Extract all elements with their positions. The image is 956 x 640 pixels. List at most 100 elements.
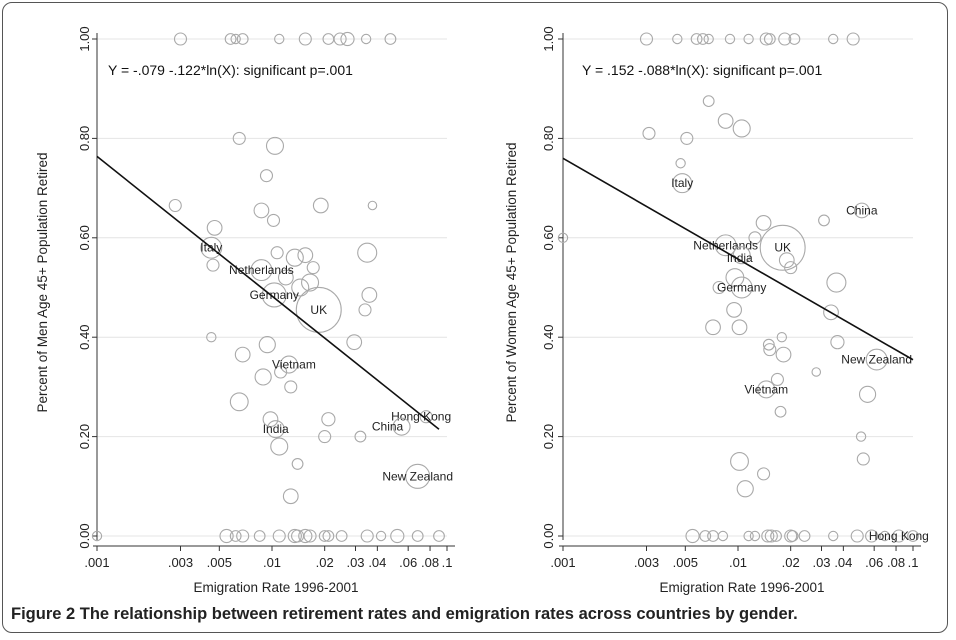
data-point: [743, 33, 754, 45]
data-point: [297, 247, 314, 264]
data-point: [206, 219, 223, 236]
data-point: [318, 530, 331, 542]
x-tick-label: .1: [908, 555, 919, 570]
country-label: India: [727, 251, 753, 265]
women-retirement-chart: 0.00 0.20 0.40 0.60 0.80 1.00 .001 .003 .005 .01.…: [504, 26, 929, 595]
data-point: [284, 380, 298, 394]
data-point: [298, 528, 313, 544]
data-point: [846, 32, 860, 46]
y-tick-label: 0.00: [77, 523, 92, 548]
data-point: [732, 119, 751, 138]
data-point: [206, 332, 217, 343]
data-point: [680, 131, 694, 145]
y-tick-label: 0.80: [77, 126, 92, 151]
data-point: [856, 452, 870, 466]
data-point: [270, 246, 284, 260]
data-point: [168, 198, 182, 213]
country-label: Germany: [250, 288, 299, 302]
country-point: [419, 410, 433, 424]
data-point: [354, 430, 367, 443]
data-point: [736, 480, 754, 498]
data-point: [770, 530, 782, 542]
country-point: [759, 224, 806, 271]
data-point: [236, 33, 249, 45]
data-point: [291, 458, 304, 470]
y-tick-label: 0.40: [541, 325, 556, 350]
data-point: [219, 528, 234, 544]
data-point: [830, 335, 845, 350]
x-tick-label: .003: [168, 555, 193, 570]
y-tick-label: 1.00: [77, 26, 92, 51]
x-tick-label: .001: [84, 555, 109, 570]
country-label: New Zealand: [382, 469, 453, 483]
regression-line: [562, 157, 914, 361]
data-point: [282, 488, 299, 505]
x-tick-label: .02: [316, 555, 334, 570]
data-point: [642, 126, 656, 140]
data-point: [717, 530, 729, 542]
data-point: [266, 213, 281, 227]
x-axis-label: Emigration Rate 1996-2001: [193, 580, 358, 595]
data-point: [774, 405, 787, 418]
data-point: [798, 530, 811, 542]
country-label: Hong Kong: [869, 529, 929, 543]
y-axis-label: Percent of Women Age 45+ Population Reti…: [504, 142, 519, 422]
country-point: [392, 417, 411, 436]
data-point: [850, 529, 864, 543]
data-point: [322, 530, 335, 542]
data-point: [411, 530, 424, 542]
data-point: [730, 452, 749, 471]
x-tick-label: .03: [346, 555, 364, 570]
data-point: [826, 272, 847, 293]
data-point: [702, 95, 715, 108]
country-label: Vietnam: [272, 358, 316, 372]
y-tick-label: 0.80: [541, 126, 556, 151]
country-point: [853, 202, 870, 219]
data-point: [272, 529, 286, 543]
country-point: [261, 282, 287, 308]
data-point: [784, 261, 798, 275]
data-point: [763, 343, 777, 357]
data-point: [712, 280, 726, 295]
data-point: [291, 278, 310, 297]
data-point: [230, 33, 241, 45]
x-tick-label: .03: [812, 555, 830, 570]
data-point: [879, 530, 890, 542]
data-point: [335, 530, 348, 542]
data-point: [259, 169, 274, 183]
data-point: [757, 467, 771, 481]
data-point: [759, 32, 773, 46]
data-point: [726, 301, 743, 318]
figure-caption: Figure 2 The relationship between retire…: [11, 605, 798, 623]
data-point: [855, 431, 867, 442]
data-point: [357, 242, 378, 263]
x-tick-label: .005: [207, 555, 232, 570]
y-tick-label: 0.20: [541, 424, 556, 449]
data-point: [333, 32, 347, 46]
x-tick-label: .04: [834, 555, 852, 570]
data-point: [229, 530, 242, 542]
data-point: [91, 530, 103, 542]
data-point: [287, 528, 302, 544]
data-point: [858, 385, 877, 403]
data-point: [761, 529, 775, 543]
country-point: [892, 529, 906, 543]
data-point: [776, 332, 788, 343]
data-point: [828, 33, 839, 45]
country-label: Germany: [717, 281, 766, 295]
data-point: [749, 530, 761, 542]
data-point: [828, 530, 839, 542]
country-label: China: [372, 420, 404, 434]
data-point: [346, 334, 363, 351]
data-point: [253, 530, 266, 542]
x-tick-label: .005: [673, 555, 698, 570]
data-point: [298, 32, 312, 46]
data-point: [865, 529, 879, 543]
data-point: [367, 200, 378, 211]
data-point: [360, 529, 374, 543]
country-point: [405, 463, 431, 489]
country-point: [250, 259, 273, 282]
data-point: [763, 33, 776, 45]
data-point: [778, 252, 795, 269]
data-point: [907, 530, 919, 542]
